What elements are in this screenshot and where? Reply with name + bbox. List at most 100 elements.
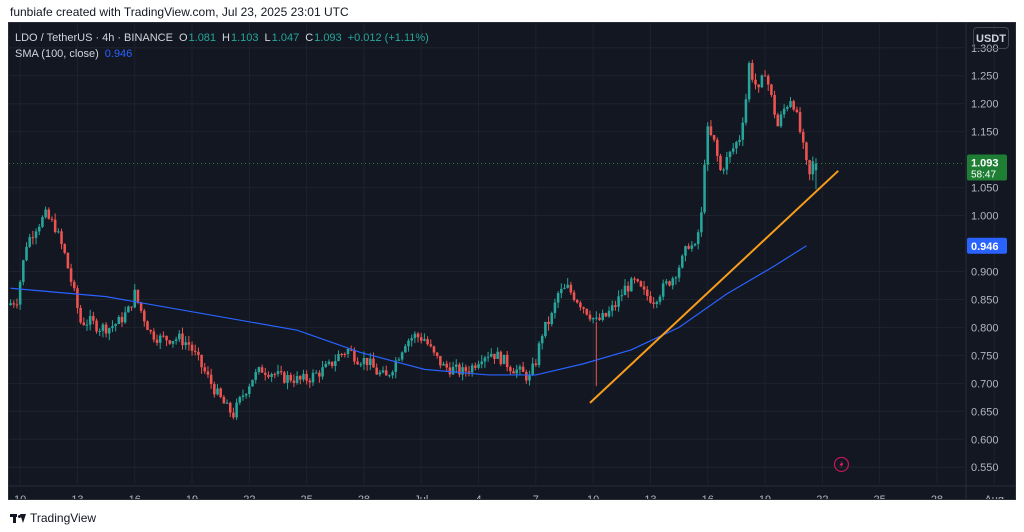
candle-body: [353, 350, 356, 362]
candle-body: [174, 339, 178, 342]
price-axis-label: 0.600: [971, 434, 999, 446]
candle-body: [292, 380, 296, 383]
candle-body: [76, 288, 79, 308]
candle-body: [493, 353, 496, 359]
legend-high-value: 1.103: [231, 32, 259, 44]
candle-body: [63, 244, 66, 253]
candle-body: [579, 302, 582, 308]
footer-bar: TradingView: [0, 504, 1024, 532]
candle-body: [569, 284, 573, 293]
candle-body: [477, 364, 480, 368]
candle-body: [515, 369, 519, 374]
candle-body: [445, 363, 448, 368]
candle-body: [254, 371, 257, 380]
candle-body: [684, 246, 687, 256]
candle-body: [505, 354, 509, 368]
candle-body: [518, 366, 522, 370]
candle-body: [426, 339, 429, 345]
candle-body: [760, 75, 764, 88]
candle-body: [544, 321, 547, 337]
legend-symbol[interactable]: LDO / TetherUS: [15, 32, 93, 44]
candle-body: [53, 219, 57, 232]
candle-body: [728, 151, 732, 158]
candle-body: [598, 317, 601, 320]
candle-body: [235, 402, 238, 418]
candle-body: [197, 351, 200, 355]
candle-body: [677, 267, 681, 278]
candle-body: [299, 376, 302, 380]
candle-body: [244, 394, 248, 396]
candle-body: [114, 324, 117, 327]
candle-body: [327, 361, 331, 364]
candle-body: [257, 367, 261, 372]
candle-body: [610, 305, 614, 311]
candle-body: [512, 371, 515, 374]
candle-body: [127, 306, 130, 313]
legend-sma-row[interactable]: SMA (100, close) 0.946: [15, 46, 429, 62]
candle-body: [324, 363, 328, 368]
candle-body: [410, 338, 413, 341]
candle-body: [66, 252, 70, 269]
candle-body: [362, 357, 366, 365]
candle-body: [703, 164, 706, 213]
candle-body: [661, 283, 665, 297]
candle-body: [693, 243, 697, 246]
candle-body: [302, 373, 305, 380]
time-axis-label: 28: [358, 494, 370, 499]
candle-body: [626, 285, 630, 292]
candle-body: [566, 284, 569, 288]
candle-body: [649, 296, 652, 303]
candle-body: [200, 354, 203, 368]
candle-body: [770, 84, 773, 95]
candle-body: [340, 353, 343, 355]
candle-body: [394, 360, 398, 373]
candle-body: [57, 231, 60, 233]
candle-body: [330, 361, 334, 366]
price-axis-label: 1.000: [971, 211, 999, 223]
price-axis-label: 0.700: [971, 378, 999, 390]
candle-body: [222, 397, 226, 404]
candle-body: [607, 310, 611, 317]
sma-badge-value: 0.946: [971, 241, 999, 253]
candle-body: [623, 285, 627, 296]
candle-body: [60, 231, 63, 245]
legend-interval[interactable]: 4h: [102, 32, 115, 44]
candle-body: [467, 371, 471, 373]
candle-body: [712, 135, 716, 140]
time-axis-label: 22: [816, 494, 828, 499]
chart-frame[interactable]: 1.300 1.250 1.200 1.150 1.050 1.000 0.900 0.850…: [8, 22, 1016, 500]
candle-body: [238, 396, 242, 403]
candle-body: [397, 359, 401, 361]
candle-body: [359, 364, 363, 366]
candle-body: [700, 212, 703, 233]
legend-close-value: 1.093: [314, 32, 342, 44]
candle-body: [225, 402, 229, 404]
legend-change-value: +0.012 (+1.11%): [347, 32, 429, 44]
legend-high-label: H: [222, 32, 230, 44]
candle-body: [461, 367, 464, 375]
candle-body: [805, 142, 808, 161]
candle-body: [82, 322, 86, 326]
price-chart[interactable]: 1.3001.2501.2001.1501.0501.0000.9000.850…: [9, 23, 1015, 499]
candle-body: [369, 358, 372, 366]
candle-body: [168, 340, 172, 344]
candle-body: [375, 367, 378, 375]
candle-body: [757, 84, 760, 88]
time-axis-label: Aug: [984, 494, 1004, 499]
candle-body: [213, 384, 216, 395]
candle-body: [419, 337, 423, 341]
currency-button[interactable]: USDT: [973, 27, 1009, 49]
lightning-icon-glyph: [839, 460, 844, 469]
candle-body: [295, 376, 299, 383]
candle-body: [85, 324, 89, 326]
candle-body: [706, 126, 710, 165]
candle-body: [391, 372, 394, 376]
time-axis-label: 16: [702, 494, 714, 499]
candle-body: [318, 372, 321, 377]
candle-body: [486, 356, 490, 358]
candle-body: [716, 139, 719, 156]
candle-body: [423, 339, 426, 341]
candle-body: [620, 295, 624, 297]
candle-body: [563, 287, 566, 289]
tradingview-logo[interactable]: TradingView: [10, 511, 96, 525]
